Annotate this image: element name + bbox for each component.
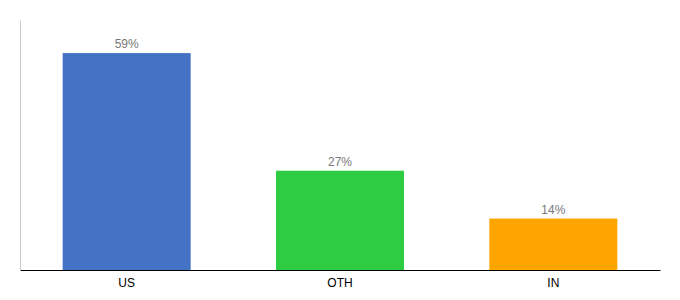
x-tick: US — [118, 270, 135, 290]
bars — [63, 53, 618, 270]
bar — [489, 219, 617, 270]
x-axis-line — [21, 270, 661, 271]
x-tick: IN — [547, 270, 559, 290]
chart-svg: 59% 27% 14% US OTH IN — [0, 0, 680, 300]
bar — [276, 171, 404, 270]
x-tick: OTH — [327, 270, 352, 290]
plot: 59% 27% 14% US OTH IN — [21, 21, 661, 290]
x-tick-label: IN — [547, 276, 559, 290]
data-labels: 59% 27% 14% — [115, 37, 566, 216]
chart-container: 59% 27% 14% US OTH IN — [0, 0, 680, 300]
data-label: 27% — [328, 155, 352, 169]
x-axis: US OTH IN — [21, 270, 661, 290]
y-axis-line — [20, 21, 21, 271]
data-label: 14% — [541, 203, 565, 217]
y-axis — [20, 21, 21, 271]
x-tick-label: OTH — [327, 276, 352, 290]
bar — [63, 53, 191, 270]
x-tick-label: US — [118, 276, 135, 290]
data-label: 59% — [115, 37, 139, 51]
